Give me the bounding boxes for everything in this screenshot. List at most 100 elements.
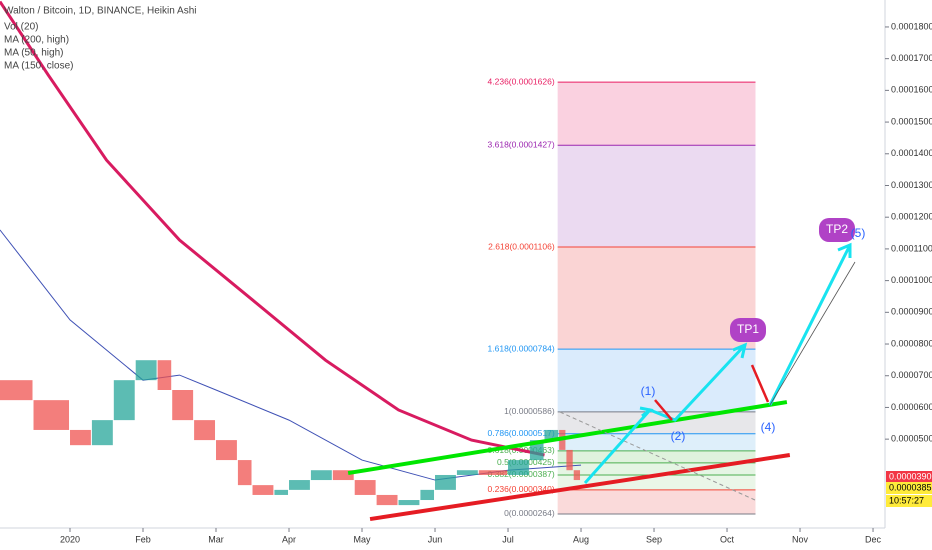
header: Walton / Bitcoin, 1D, BINANCE, Heikin As… — [4, 6, 196, 72]
price-candle — [456, 470, 478, 475]
moving-average — [0, 0, 545, 457]
price-candle — [70, 429, 91, 446]
y-tick-label: 0.0000800 — [891, 338, 932, 348]
trendline — [369, 453, 791, 522]
x-tick-label: May — [354, 534, 372, 544]
price-candle — [435, 474, 456, 490]
x-tick-label: Aug — [573, 534, 589, 544]
y-tick-label: 0.0001600 — [891, 85, 932, 95]
price-candle — [354, 480, 376, 495]
fib-label: 0.786(0.0000517) — [488, 428, 555, 438]
indicator-label: MA (50, high) — [4, 48, 63, 59]
price-candle — [113, 380, 135, 421]
fib-label: 0.236(0.0000340) — [488, 484, 555, 494]
price-candle — [157, 360, 172, 390]
price-badge — [886, 471, 932, 483]
price-candle — [274, 489, 289, 495]
fib-layer: 4.236(0.0001626) 3.618(0.0001427) 2.618(0.… — [488, 76, 756, 518]
symbol-title: Walton / Bitcoin, 1D, BINANCE, Heikin As… — [4, 6, 196, 17]
price-candle — [289, 480, 310, 490]
price-candle — [544, 429, 559, 441]
x-tick-label: Feb — [135, 534, 151, 544]
moving-average — [0, 229, 582, 481]
dashed-line — [559, 411, 756, 501]
fib-label: 2.618(0.0001106) — [488, 241, 555, 251]
price-candle — [332, 470, 354, 481]
price-candle — [172, 390, 194, 421]
y-tick-label: 0.0001100 — [891, 243, 932, 253]
price-candle — [398, 500, 420, 506]
y-tick-label: 0.0000700 — [891, 370, 932, 380]
price-badge-label: 0.0000390 — [889, 471, 932, 481]
arrow-head — [837, 242, 852, 258]
price-candle — [237, 460, 252, 486]
fib-band — [557, 433, 756, 451]
series-layer — [0, 0, 791, 522]
y-tick-label: 0.0001800 — [891, 21, 932, 31]
price-candle — [252, 485, 274, 495]
price-candle — [33, 400, 70, 430]
fib-label: 4.236(0.0001626) — [488, 76, 555, 86]
fib-band — [557, 82, 756, 146]
y-tick-label: 0.0001300 — [891, 180, 932, 190]
y-tick-label: 0.0001400 — [891, 148, 932, 158]
projection-arrow — [768, 244, 852, 406]
indicator-label: Vol (20) — [4, 22, 38, 33]
indicator-label: MA (200, high) — [4, 35, 69, 46]
wave-label: (2) — [671, 429, 686, 443]
tp2-bubble — [819, 218, 855, 242]
correction-arrow — [750, 364, 770, 403]
price-candle — [573, 470, 581, 481]
fib-label: 1.618(0.0000784) — [488, 343, 555, 353]
y-tick-label: 0.0001500 — [891, 116, 932, 126]
fib-band — [557, 247, 756, 350]
y-tick-label: 0.0000600 — [891, 402, 932, 412]
arrow-head — [732, 342, 748, 359]
wave-label: (1) — [641, 384, 656, 398]
projection-arrow — [583, 343, 747, 484]
y-tick-label: 0.0001000 — [891, 275, 932, 285]
price-candle — [508, 460, 529, 475]
price-candle — [0, 380, 33, 401]
fib-label: 3.618(0.0001427) — [488, 139, 555, 149]
fib-band — [557, 489, 756, 514]
target-label: TP1 — [737, 322, 759, 336]
y-tick-label: 0.0000500 — [891, 434, 932, 444]
price-candle — [376, 494, 398, 506]
thin-line — [769, 261, 856, 406]
price-candle — [91, 420, 113, 446]
correction-arrow — [654, 399, 673, 421]
price-candle — [216, 440, 237, 461]
x-tick-label: Dec — [865, 534, 882, 544]
indicator-label: MA (150, close) — [4, 61, 73, 72]
price-badge-label: 0.0000385 — [889, 482, 932, 492]
y-tick-label: 0.0001700 — [891, 53, 932, 63]
fib-band — [557, 145, 756, 247]
price-candle — [420, 489, 435, 501]
wave-label: (5) — [851, 226, 866, 240]
fib-band — [557, 474, 756, 490]
x-tick-label: Mar — [208, 534, 224, 544]
x-tick-label: Apr — [282, 534, 296, 544]
price-candle — [310, 470, 332, 481]
price-candle — [566, 449, 573, 471]
price-candle — [194, 420, 216, 441]
tp1-bubble — [730, 318, 766, 342]
wave-label: (4) — [761, 420, 776, 434]
price-badge — [886, 495, 932, 507]
y-tick-label: 0.0000900 — [891, 307, 932, 317]
arrow-head — [639, 406, 654, 418]
trendline — [347, 400, 788, 476]
x-tick-label: Sep — [646, 534, 662, 544]
price-candle — [135, 360, 157, 381]
price-badge-label: 10:57:27 — [889, 495, 924, 505]
drawings — [559, 218, 856, 501]
y-tick-label: 0.0001200 — [891, 212, 932, 222]
fib-label: 0(0.0000264) — [504, 508, 555, 518]
x-tick-label: Oct — [720, 534, 735, 544]
x-tick-label: Jun — [428, 534, 443, 544]
price-badge — [886, 482, 932, 494]
axes: 0.0001800 0.0001700 0.0001600 0.0001500 0.00… — [60, 21, 932, 544]
